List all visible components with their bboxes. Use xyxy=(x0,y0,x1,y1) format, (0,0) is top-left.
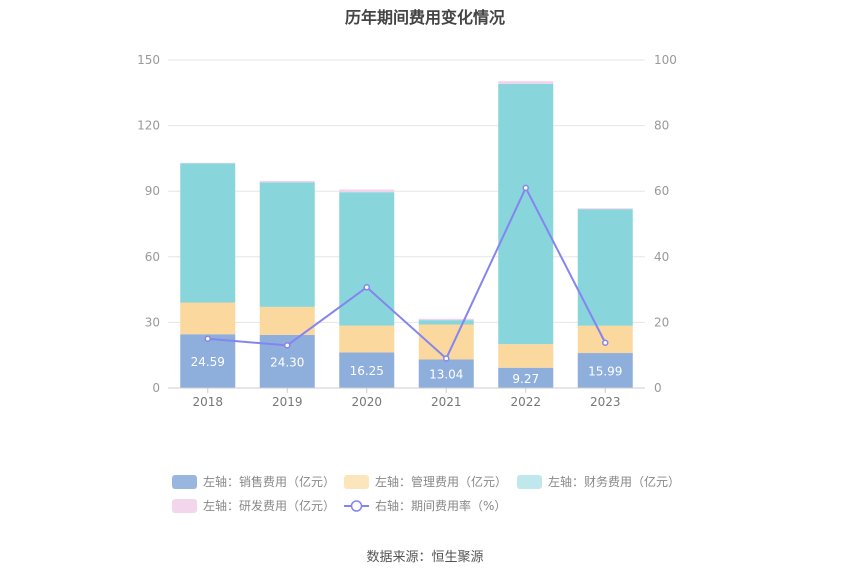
expense-rate-line xyxy=(207,185,607,361)
bar-segment-1-2021 xyxy=(418,359,474,388)
bar-segment-1-2022 xyxy=(498,367,554,388)
bar-segment-2-2020 xyxy=(339,325,395,353)
left-axis-tick-label: 30 xyxy=(145,315,160,329)
right-axis-tick-label: 100 xyxy=(654,53,677,67)
legend-label: 左轴：管理费用（亿元） xyxy=(375,474,507,489)
data-label-2021: 13.04 xyxy=(429,368,463,382)
bar-segment-4-2019 xyxy=(259,180,315,183)
legend-swatch xyxy=(172,499,197,513)
legend-item-1[interactable]: 左轴：销售费用（亿元） xyxy=(172,474,335,489)
legend-label: 左轴：研发费用（亿元） xyxy=(203,498,335,513)
legend-swatch xyxy=(172,475,197,489)
x-axis-tick-label: 2022 xyxy=(510,395,541,409)
bar-segment-2-2019 xyxy=(259,306,315,335)
line-layer xyxy=(204,184,609,362)
expense-rate-point-2022 xyxy=(522,184,529,192)
right-axis-tick-label: 40 xyxy=(654,250,669,264)
right-axis-tick-label: 20 xyxy=(654,315,669,329)
legend-marker xyxy=(350,500,363,512)
x-axis-tick-label: 2021 xyxy=(431,395,462,409)
grid-layer xyxy=(168,59,645,323)
expense-rate-point-2020 xyxy=(363,284,370,291)
right-axis-tick-label: 0 xyxy=(654,381,662,395)
bar-segment-4-2022 xyxy=(498,81,554,84)
label-layer: 24.59 24.30 16.25 13.04 9.27 15.99 xyxy=(191,355,623,386)
legend-item-3[interactable]: 左轴：财务费用（亿元） xyxy=(517,474,680,489)
bar-segment-3-2019 xyxy=(259,182,315,307)
expense-rate-point-2018 xyxy=(204,335,211,343)
data-label-2023: 15.99 xyxy=(588,365,622,379)
data-label-2020: 16.25 xyxy=(350,364,384,378)
x-axis-tick-label: 2023 xyxy=(590,395,621,409)
left-axis-tick-label: 60 xyxy=(145,250,160,264)
axis-layer: 0 30 60 90 120 150 0 20 40 60 80 100 2018 2019 2020 202… xyxy=(137,53,677,409)
bar-segment-3-2021 xyxy=(418,320,474,325)
legend-swatch xyxy=(344,475,369,489)
x-axis-tick-label: 2018 xyxy=(192,395,223,409)
bar-segment-2-2023 xyxy=(577,325,633,354)
right-axis-tick-label: 60 xyxy=(654,184,669,198)
legend-swatch xyxy=(517,475,542,489)
bar-segment-1-2020 xyxy=(339,352,395,388)
bar-segment-3-2023 xyxy=(577,209,633,326)
x-axis-tick-label: 2020 xyxy=(351,395,382,409)
bar-segment-1-2023 xyxy=(577,353,633,388)
bar-layer xyxy=(180,81,633,388)
bar-segment-2-2018 xyxy=(180,302,236,335)
legend-item-4[interactable]: 左轴：研发费用（亿元） xyxy=(172,498,335,513)
source-note: 数据来源：恒生聚源 xyxy=(366,550,484,565)
x-axis-tick-label: 2019 xyxy=(272,395,303,409)
expense-rate-point-2019 xyxy=(284,342,291,349)
expense-rate-point-2021 xyxy=(443,355,450,362)
bar-segment-4-2021 xyxy=(418,318,474,321)
legend-label: 左轴：销售费用（亿元） xyxy=(203,474,335,489)
expense-rate-point-2023 xyxy=(602,339,609,346)
legend-label: 左轴：财务费用（亿元） xyxy=(548,474,680,489)
bar-segment-4-2023 xyxy=(577,208,633,210)
bar-segment-4-2020 xyxy=(339,189,395,193)
right-axis-tick-label: 80 xyxy=(654,119,669,133)
legend-item-5[interactable]: 右轴：期间费用率（%） xyxy=(344,498,506,513)
left-axis-tick-label: 90 xyxy=(145,184,160,198)
left-axis-tick-label: 120 xyxy=(137,119,160,133)
bar-segment-3-2018 xyxy=(180,163,236,303)
legend-layer[interactable]: 左轴：销售费用（亿元） 左轴：管理费用（亿元） 左轴：财务费用（亿元） 左轴：研发费用… xyxy=(172,474,680,513)
bar-segment-2-2022 xyxy=(498,344,554,368)
bar-segment-3-2022 xyxy=(498,83,554,345)
chart-title: 历年期间费用变化情况 xyxy=(344,8,505,27)
legend-item-2[interactable]: 左轴：管理费用（亿元） xyxy=(344,474,507,489)
data-label-2022: 9.27 xyxy=(512,372,539,386)
left-axis-tick-label: 150 xyxy=(137,53,160,67)
bar-segment-4-2018 xyxy=(180,162,236,164)
left-axis-tick-label: 0 xyxy=(152,381,160,395)
legend-label: 右轴：期间费用率（%） xyxy=(375,498,506,513)
bar-segment-1-2018 xyxy=(180,334,236,388)
data-label-2019: 24.30 xyxy=(270,355,304,369)
data-label-2018: 24.59 xyxy=(191,355,225,369)
